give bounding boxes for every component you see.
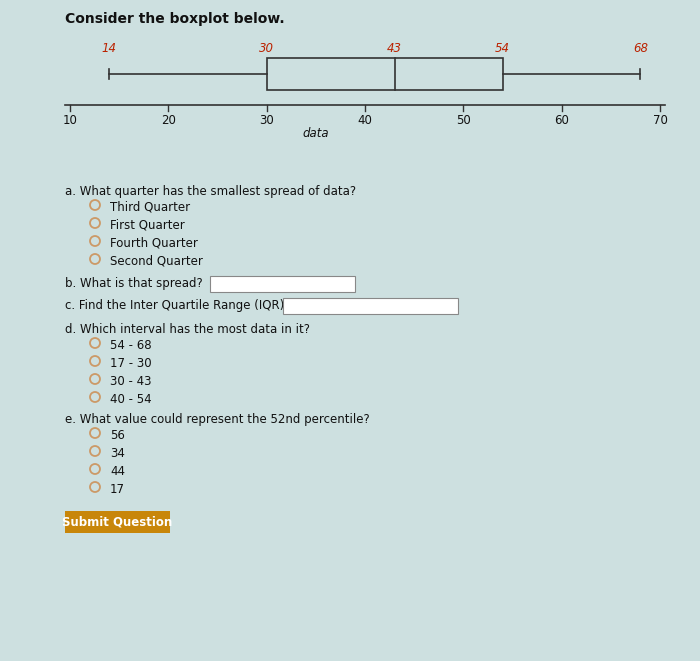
Text: Fourth Quarter: Fourth Quarter xyxy=(110,237,198,250)
Text: 17: 17 xyxy=(110,483,125,496)
Text: 40 - 54: 40 - 54 xyxy=(110,393,152,406)
Text: Third Quarter: Third Quarter xyxy=(110,201,190,214)
Text: 40: 40 xyxy=(358,114,372,127)
Text: 54 - 68: 54 - 68 xyxy=(110,339,152,352)
Text: b. What is that spread?: b. What is that spread? xyxy=(65,277,203,290)
Text: 43: 43 xyxy=(387,42,402,55)
Text: First Quarter: First Quarter xyxy=(110,219,185,232)
Bar xyxy=(267,58,503,90)
Text: 10: 10 xyxy=(62,114,78,127)
Text: a. What quarter has the smallest spread of data?: a. What quarter has the smallest spread … xyxy=(65,185,356,198)
Text: 30 - 43: 30 - 43 xyxy=(110,375,151,388)
FancyBboxPatch shape xyxy=(65,511,170,533)
Text: 70: 70 xyxy=(652,114,667,127)
Text: 44: 44 xyxy=(110,465,125,478)
Text: 56: 56 xyxy=(110,429,125,442)
Text: Submit Question: Submit Question xyxy=(62,516,173,529)
Text: 60: 60 xyxy=(554,114,569,127)
Text: d. Which interval has the most data in it?: d. Which interval has the most data in i… xyxy=(65,323,310,336)
Text: 14: 14 xyxy=(102,42,117,55)
Text: data: data xyxy=(302,127,329,140)
Text: Consider the boxplot below.: Consider the boxplot below. xyxy=(65,12,285,26)
Text: 50: 50 xyxy=(456,114,470,127)
Text: 34: 34 xyxy=(110,447,125,460)
Text: e. What value could represent the 52nd percentile?: e. What value could represent the 52nd p… xyxy=(65,413,370,426)
Text: 68: 68 xyxy=(633,42,648,55)
FancyBboxPatch shape xyxy=(210,276,355,292)
Text: c. Find the Inter Quartile Range (IQR):: c. Find the Inter Quartile Range (IQR): xyxy=(65,299,288,312)
Text: 54: 54 xyxy=(495,42,510,55)
Text: 30: 30 xyxy=(259,114,274,127)
Text: 17 - 30: 17 - 30 xyxy=(110,357,152,370)
Text: 20: 20 xyxy=(161,114,176,127)
Text: Second Quarter: Second Quarter xyxy=(110,255,203,268)
FancyBboxPatch shape xyxy=(283,298,458,314)
Text: 30: 30 xyxy=(259,42,274,55)
